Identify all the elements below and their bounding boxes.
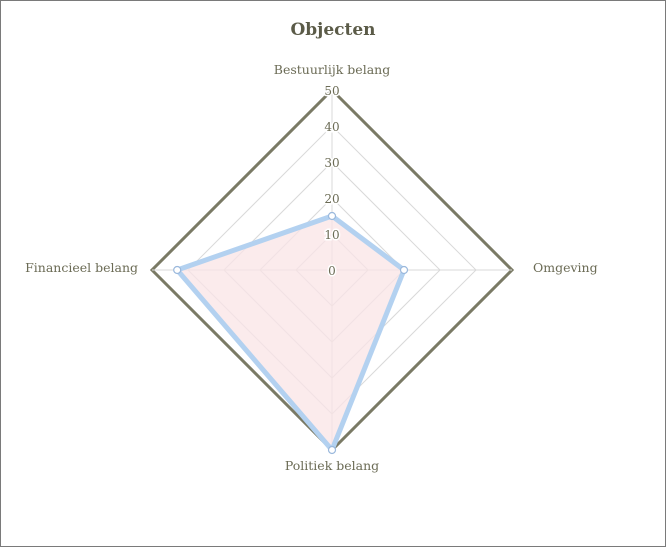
radar-series — [173, 211, 409, 455]
data-point[interactable] — [327, 211, 337, 221]
radial-tick-label: 30 — [324, 156, 339, 170]
radial-tick-label: 0 — [328, 264, 336, 278]
series-area — [177, 216, 404, 450]
radial-tick-label: 50 — [324, 84, 339, 98]
axis-label: Omgeving — [533, 260, 598, 275]
radar-labels: 0 10 20 30 40 50 Bestuurlijk belang Omgeving Pol… — [25, 62, 598, 473]
data-point[interactable] — [327, 445, 337, 455]
data-point[interactable] — [173, 265, 182, 275]
axis-label: Financieel belang — [25, 260, 138, 275]
radial-tick-label: 10 — [324, 228, 339, 242]
radial-tick-label: 40 — [324, 120, 339, 134]
chart-title: Objecten — [290, 20, 376, 40]
axis-label: Politiek belang — [285, 458, 379, 473]
axis-label: Bestuurlijk belang — [274, 62, 390, 77]
radial-tick-label: 20 — [324, 192, 339, 206]
data-point[interactable] — [399, 265, 409, 275]
